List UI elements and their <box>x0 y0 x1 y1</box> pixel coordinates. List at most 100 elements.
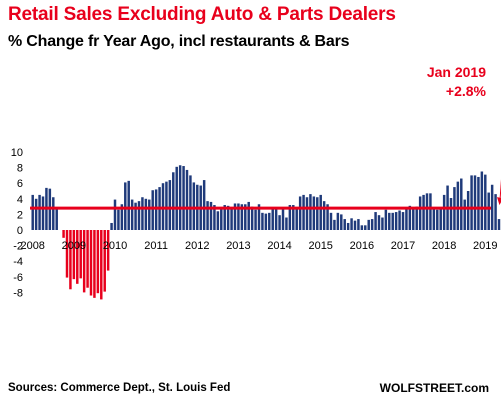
bar <box>100 230 103 300</box>
bar <box>353 220 357 230</box>
bar <box>309 194 312 230</box>
x-tick-label: 2010 <box>103 240 127 252</box>
bar <box>425 193 429 230</box>
bar <box>161 183 165 230</box>
bar <box>388 212 391 230</box>
bar <box>151 190 154 230</box>
bar <box>336 212 340 230</box>
bar <box>480 171 484 230</box>
bar <box>76 230 79 284</box>
bar <box>360 225 364 230</box>
bar <box>381 217 384 230</box>
bar <box>52 197 55 230</box>
bar <box>271 208 274 230</box>
bar <box>316 197 319 230</box>
y-tick-label: 2 <box>17 209 23 221</box>
bar <box>189 175 192 230</box>
bar <box>418 196 422 230</box>
bar <box>230 208 233 230</box>
x-tick-label: 2017 <box>391 240 415 252</box>
bar <box>329 212 333 230</box>
bar <box>172 172 175 230</box>
bar <box>422 194 425 230</box>
bar <box>302 194 305 230</box>
bar <box>484 174 487 230</box>
bar <box>216 211 220 230</box>
bar <box>408 205 412 230</box>
bar <box>79 230 82 279</box>
bar <box>288 205 292 230</box>
bar <box>415 206 418 230</box>
bar <box>333 219 336 230</box>
bar <box>34 198 38 230</box>
bar <box>89 230 93 296</box>
x-tick-label: 2012 <box>185 240 209 252</box>
bar <box>405 208 408 230</box>
y-tick-label: 8 <box>17 163 23 175</box>
bar <box>487 192 490 230</box>
bar <box>226 205 230 230</box>
bar <box>137 201 141 230</box>
bar <box>130 199 134 230</box>
bar <box>103 230 106 292</box>
bar <box>178 165 182 230</box>
bar <box>340 214 343 230</box>
bar <box>312 196 316 230</box>
bar <box>377 215 381 230</box>
x-tick-label: 2011 <box>144 240 168 252</box>
y-tick-label: -4 <box>13 256 23 268</box>
bar <box>477 176 480 230</box>
bar <box>86 230 89 288</box>
bar <box>120 204 124 230</box>
bar <box>374 212 377 230</box>
bar <box>113 199 117 230</box>
bar <box>442 194 446 230</box>
bar <box>305 197 309 230</box>
x-tick-label: 2016 <box>350 240 374 252</box>
bar <box>298 196 302 230</box>
bar <box>292 205 295 230</box>
bar <box>220 207 223 230</box>
bar <box>117 209 120 230</box>
x-tick-label: 2013 <box>226 240 250 252</box>
bar <box>168 180 172 230</box>
annotation-arrowhead <box>497 197 501 206</box>
bar <box>69 230 72 290</box>
bar <box>357 219 360 230</box>
chart-subtitle: % Change fr Year Ago, incl restaurants &… <box>8 33 350 50</box>
bar <box>466 191 470 230</box>
y-tick-label: 0 <box>17 225 23 237</box>
bar <box>319 194 322 230</box>
bar <box>460 178 463 230</box>
bar <box>456 181 460 230</box>
bar <box>185 169 189 230</box>
y-tick-label: 4 <box>17 194 23 206</box>
bar <box>346 222 350 230</box>
bar <box>192 182 196 230</box>
bar <box>322 201 326 230</box>
bar <box>281 207 285 230</box>
bar <box>257 204 261 230</box>
bar <box>343 219 346 230</box>
bar <box>82 230 86 293</box>
bar <box>326 204 329 230</box>
bar <box>412 207 415 230</box>
x-tick-label: 2009 <box>62 240 86 252</box>
bar <box>350 218 353 230</box>
bar <box>202 180 206 230</box>
bar <box>38 194 41 230</box>
bar <box>182 166 185 230</box>
bar <box>65 230 69 278</box>
bar <box>394 212 398 230</box>
bar <box>473 175 477 230</box>
bar <box>429 193 432 230</box>
bar <box>141 197 144 230</box>
bar <box>233 203 237 230</box>
bar <box>295 207 298 230</box>
bar <box>213 205 216 230</box>
bar <box>127 180 130 230</box>
bar <box>165 181 168 230</box>
bar <box>110 222 113 230</box>
bar <box>391 212 394 230</box>
